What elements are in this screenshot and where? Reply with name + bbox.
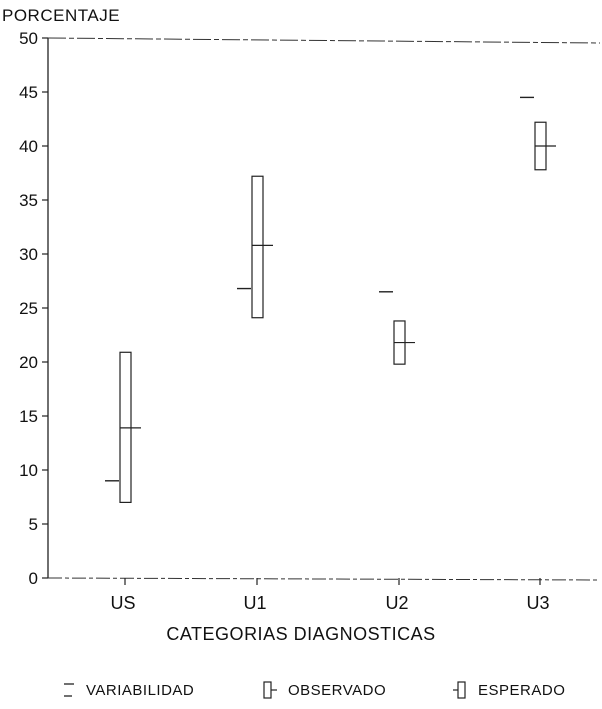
legend-label-observado: OBSERVADO [288,681,387,699]
x-tick-label: U3 [526,593,549,613]
legend-label-variabilidad: VARIABILIDAD [86,681,195,699]
y-tick-label: 0 [29,569,38,588]
x-axis-label: CATEGORIAS DIAGNOSTICAS [166,624,436,644]
observado-symbol-icon [263,681,277,699]
y-tick-label: 40 [19,137,38,156]
y-tick-label: 15 [19,407,38,426]
y-axis-label: PORCENTAJE [2,6,121,25]
x-tick-label: US [110,593,135,613]
y-tick-label: 10 [19,461,38,480]
esperado-symbol-icon [453,681,466,699]
legend-item-variabilidad: VARIABILIDAD [62,680,194,700]
legend-label-esperado: ESPERADO [478,681,566,699]
y-tick-label: 20 [19,353,38,372]
variabilidad-symbol-icon [64,683,74,697]
legend-item-esperado: ESPERADO [452,680,565,700]
y-tick-label: 30 [19,245,38,264]
y-tick-label: 5 [29,515,38,534]
x-tick-label: U1 [243,593,266,613]
x-axis-line [47,577,601,581]
y-tick-label: 45 [19,83,38,102]
top-border-line [47,37,601,44]
x-tick-label: U2 [385,593,408,613]
observado-box [251,175,264,319]
legend-item-observado: OBSERVADO [262,680,386,700]
y-tick-label: 25 [19,299,38,318]
y-tick-label: 50 [19,29,38,48]
y-tick-label: 35 [19,191,38,210]
